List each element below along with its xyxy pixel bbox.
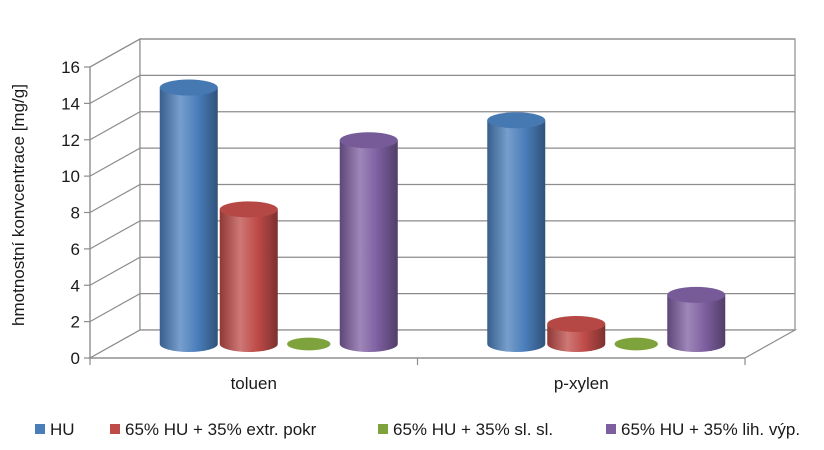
legend-label: HU: [50, 420, 75, 439]
bar-top: [667, 286, 726, 303]
bar-body: [547, 323, 606, 352]
x-tick-label: p-xylen: [554, 374, 609, 393]
gridline: [89, 183, 795, 214]
legend-item: 65% HU + 35% sl. sl.: [378, 420, 553, 439]
y-tick-label: 10: [61, 167, 80, 186]
y-tick-label: 8: [71, 204, 80, 223]
gridline: [89, 38, 795, 68]
y-tick-label: 0: [71, 349, 80, 368]
gridlines: [89, 38, 795, 323]
legend-swatch: [110, 424, 120, 434]
legend-item: 65% HU + 35% lih. výp.: [606, 420, 800, 439]
bar: [219, 201, 278, 352]
bar-top: [219, 201, 278, 218]
y-tick-label: 6: [71, 240, 80, 259]
bar-top: [487, 112, 546, 129]
bar: [287, 337, 331, 351]
bar: [487, 112, 546, 352]
y-tick-label: 4: [71, 276, 80, 295]
bar-body: [667, 294, 726, 352]
gridline: [89, 293, 795, 323]
gridline: [89, 111, 795, 141]
bar: [339, 132, 398, 352]
legend: HU 65% HU + 35% extr. pokr 65% HU + 35% sl…: [35, 420, 800, 439]
legend-item: 65% HU + 35% extr. pokr: [110, 420, 317, 439]
y-tick-label: 12: [61, 131, 80, 150]
y-axis-ticks: 0 2 4 6 8 10 12 14 16: [61, 58, 91, 368]
bar-body: [339, 140, 398, 352]
legend-label: 65% HU + 35% extr. pokr: [125, 420, 317, 439]
gridline: [89, 256, 795, 286]
legend-item: HU: [35, 420, 75, 439]
legend-swatch: [35, 424, 45, 434]
y-tick-label: 14: [61, 94, 80, 113]
gridline: [89, 74, 795, 104]
y-axis-label: hmotnostní konvcentrace [mg/g]: [9, 84, 28, 326]
bar: [547, 315, 606, 352]
bar: [614, 337, 658, 351]
bar-top: [614, 337, 658, 351]
bar: [667, 286, 726, 352]
bar-top: [159, 79, 218, 96]
legend-label: 65% HU + 35% sl. sl.: [393, 420, 553, 439]
bar-body: [159, 87, 218, 353]
y-tick-label: 16: [61, 58, 80, 77]
legend-label: 65% HU + 35% lih. výp.: [621, 420, 800, 439]
y-tick-label: 2: [71, 313, 80, 332]
bar-top: [547, 315, 606, 332]
bar-top: [339, 132, 398, 149]
bars: [159, 79, 726, 353]
x-tick-label: toluen: [231, 374, 277, 393]
x-axis: toluen p-xylen: [89, 357, 746, 393]
legend-swatch: [606, 424, 616, 434]
bar-top: [287, 337, 331, 351]
bar-body: [219, 209, 278, 352]
bar: [159, 79, 218, 353]
legend-swatch: [378, 424, 388, 434]
gridline: [89, 147, 795, 177]
bar-body: [487, 120, 546, 352]
gridline: [89, 220, 795, 250]
